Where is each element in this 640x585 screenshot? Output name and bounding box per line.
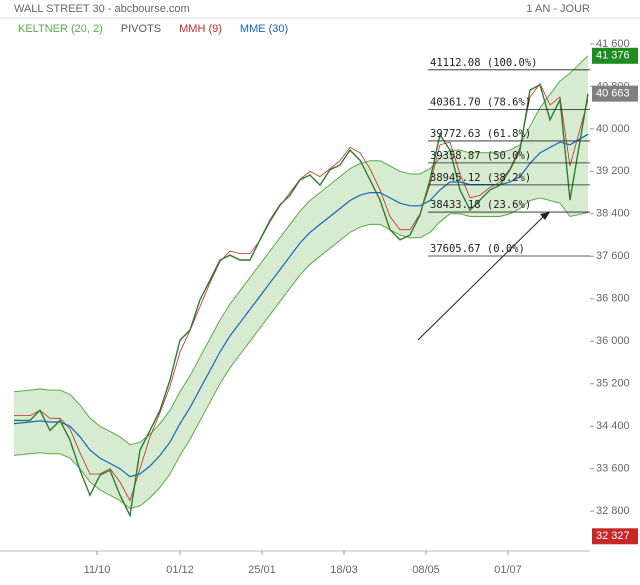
- x-tick-label: 01/07: [494, 564, 522, 576]
- chart-title: WALL STREET 30 - abcbourse.com: [14, 3, 190, 15]
- x-tick-label: 08/05: [412, 564, 440, 576]
- fib-label: 38433.18 (23.6%): [430, 199, 531, 211]
- x-tick-label: 11/10: [84, 564, 111, 576]
- legend-item: KELTNER (20, 2): [18, 23, 103, 35]
- x-tick-label: 01/12: [166, 564, 194, 576]
- price-tag: [592, 85, 638, 102]
- fib-label: 38945.12 (38.2%): [430, 172, 531, 184]
- price-tag-label: 32 327: [596, 530, 630, 542]
- fib-label: 40361.70 (78.6%): [430, 97, 531, 109]
- y-tick-label: 33 600: [596, 463, 630, 475]
- price-line: [14, 83, 589, 518]
- legend: KELTNER (20, 2) PIVOTS MMH (9) MME (30): [18, 23, 288, 35]
- price-tag-label: 41 376: [596, 50, 630, 62]
- fib-label: 39358.87 (50.0%): [430, 150, 531, 162]
- trend-arrow: [417, 213, 547, 341]
- y-tick-label: 32 800: [596, 505, 630, 517]
- y-tick-label: 38 400: [596, 208, 630, 220]
- keltner-lower: [13, 197, 589, 510]
- keltner-upper: [13, 55, 589, 446]
- y-tick-label: 36 800: [596, 293, 630, 305]
- arrow-head: [540, 212, 550, 220]
- y-tick-label: 35 200: [596, 378, 630, 390]
- y-tick-label: 40 000: [596, 123, 630, 135]
- period: 1 AN - JOUR: [526, 3, 590, 15]
- price-tag-label: 40 663: [596, 88, 630, 100]
- legend-item: PIVOTS: [121, 23, 161, 35]
- fib-label: 41112.08 (100.0%): [430, 57, 537, 69]
- y-tick-label: 34 400: [596, 420, 630, 432]
- x-tick-label: 18/03: [330, 564, 358, 576]
- y-tick-label: 37 600: [596, 250, 630, 262]
- x-tick-label: 25/01: [248, 564, 276, 576]
- fib-label: 37605.67 (0.0%): [430, 243, 525, 255]
- keltner-band: [14, 55, 588, 509]
- plot: 41112.08 (100.0%) 40361.70 (78.6%) 39772.6…: [0, 38, 638, 576]
- y-tick-label: 39 200: [596, 165, 630, 177]
- y-tick-label: 36 000: [596, 335, 630, 347]
- legend-item: MME (30): [240, 23, 288, 35]
- legend-item: MMH (9): [179, 23, 222, 35]
- fib-label: 39772.63 (61.8%): [430, 128, 531, 140]
- price-tag: [592, 528, 638, 545]
- price-tag: [592, 47, 638, 64]
- y-tick-label: 41 600: [596, 38, 630, 50]
